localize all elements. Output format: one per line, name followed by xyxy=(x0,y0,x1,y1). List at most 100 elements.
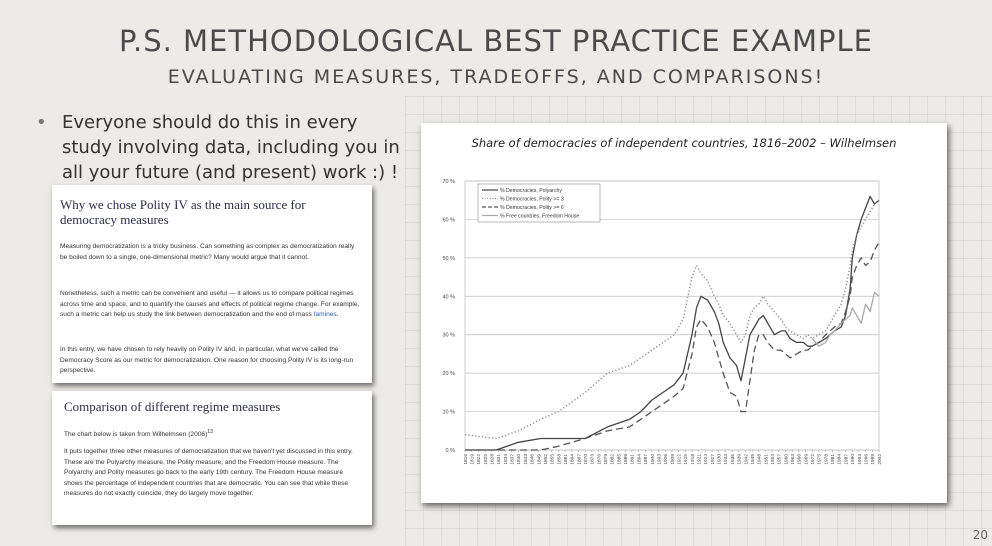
x-tick-label: 1846 xyxy=(530,454,536,465)
series-line xyxy=(465,195,880,451)
x-tick-label: 1933 xyxy=(723,454,729,465)
x-tick-label: 1990 xyxy=(850,454,856,465)
card-heading: Comparison of different regime measures xyxy=(64,399,281,414)
card-heading: Why we chose Polity IV as the main sourc… xyxy=(60,197,306,227)
x-tick-label: 2002 xyxy=(877,454,883,465)
x-tick-label: 1972 xyxy=(810,454,816,465)
x-tick-label: 1966 xyxy=(797,454,803,465)
democracy-share-chart: 0 %10 %20 %30 %40 %50 %60 %70 %1816 1819 1… xyxy=(442,179,883,465)
x-tick-label: 1822 xyxy=(476,454,482,465)
x-tick-label: 1906 xyxy=(663,454,669,465)
x-tick-label: 1852 xyxy=(543,454,549,465)
legend-box xyxy=(477,183,601,223)
polity-rationale-card: Why we chose Polity IV as the main sourc… xyxy=(52,185,372,383)
legend-label: % Democracies, Polyarchy xyxy=(500,188,562,194)
paragraph-text: . xyxy=(336,311,339,318)
x-tick-label: 1870 xyxy=(583,454,589,465)
bullet-text: Everyone should do this in every study i… xyxy=(62,112,400,183)
x-tick-label: 1897 xyxy=(643,454,649,465)
x-tick-label: 1915 xyxy=(683,454,689,465)
x-tick-label: 1882 xyxy=(610,454,616,465)
slide-title: P.S. METHODOLOGICAL BEST PRACTICE EXAMPL… xyxy=(119,24,873,58)
card-paragraph: Measuring democratization is a tricky bu… xyxy=(60,243,355,261)
y-tick-label: 70 % xyxy=(442,179,455,185)
x-tick-label: 1978 xyxy=(823,454,829,465)
x-tick-label: 1993 xyxy=(857,454,863,465)
x-tick-label: 1921 xyxy=(697,454,703,465)
x-tick-label: 1912 xyxy=(676,454,682,465)
card-paragraph: Nonetheless, such a metric can be conven… xyxy=(60,289,366,321)
famines-link[interactable]: famines xyxy=(313,311,337,318)
x-tick-label: 1996 xyxy=(863,454,869,465)
card-paragraph: The chart below is taken from Wilhelmsen… xyxy=(64,427,364,441)
series-line xyxy=(811,291,880,347)
x-tick-label: 1963 xyxy=(790,454,796,465)
footnote-link[interactable]: 13 xyxy=(207,429,213,435)
x-tick-label: 1957 xyxy=(777,454,783,465)
y-tick-label: 30 % xyxy=(442,333,455,339)
y-tick-label: 40 % xyxy=(442,294,455,300)
x-tick-label: 1927 xyxy=(710,454,716,465)
x-tick-label: 1954 xyxy=(770,454,776,465)
chart-frame: Share of democracies of independent coun… xyxy=(421,123,947,503)
x-tick-label: 1843 xyxy=(523,454,529,465)
x-tick-label: 1819 xyxy=(469,454,475,465)
x-tick-label: 1825 xyxy=(483,454,489,465)
x-tick-label: 1873 xyxy=(590,454,596,465)
x-tick-label: 1885 xyxy=(616,454,622,465)
x-tick-label: 1840 xyxy=(516,454,522,465)
y-tick-label: 60 % xyxy=(442,217,455,223)
x-tick-label: 1981 xyxy=(830,454,836,465)
page-number: 20 xyxy=(972,528,988,542)
x-tick-label: 1867 xyxy=(576,454,582,465)
x-tick-label: 1864 xyxy=(570,454,576,465)
x-tick-label: 1909 xyxy=(670,454,676,465)
regime-comparison-card: Comparison of different regime measures … xyxy=(52,391,372,525)
x-tick-label: 1987 xyxy=(843,454,849,465)
legend-label: % Free countries, Freedom House xyxy=(500,214,579,220)
x-tick-label: 1936 xyxy=(730,454,736,465)
paragraph-text: The chart below is taken from Wilhelmsen… xyxy=(64,431,208,439)
chart-title: Share of democracies of independent coun… xyxy=(471,136,897,150)
x-tick-label: 1879 xyxy=(603,454,609,465)
series-line xyxy=(464,199,880,440)
x-tick-label: 1960 xyxy=(783,454,789,465)
x-tick-label: 1900 xyxy=(650,454,656,465)
x-tick-label: 1891 xyxy=(630,454,636,465)
x-tick-label: 1816 xyxy=(463,454,469,465)
card-paragraph: It puts together three other measures of… xyxy=(64,448,353,497)
x-tick-label: 1969 xyxy=(803,454,809,465)
series-line xyxy=(465,242,880,451)
x-tick-label: 1930 xyxy=(717,454,723,465)
x-tick-label: 1837 xyxy=(510,454,516,465)
x-tick-label: 1849 xyxy=(536,454,542,465)
x-tick-label: 1888 xyxy=(623,454,629,465)
slide-subtitle: EVALUATING MEASURES, TRADEOFFS, AND COMP… xyxy=(167,66,825,88)
x-tick-label: 1876 xyxy=(596,454,602,465)
x-tick-label: 1861 xyxy=(563,454,569,465)
x-tick-label: 1855 xyxy=(550,454,556,465)
y-tick-label: 0 % xyxy=(446,448,456,454)
x-tick-label: 1828 xyxy=(490,454,496,465)
x-tick-label: 1858 xyxy=(556,454,562,465)
x-tick-label: 1945 xyxy=(750,454,756,465)
x-tick-label: 1903 xyxy=(656,454,662,465)
x-tick-label: 1939 xyxy=(737,454,743,465)
x-tick-label: 1924 xyxy=(703,454,709,465)
card-paragraph: In this entry, we have chosen to rely he… xyxy=(60,346,354,374)
legend-label: % Democracies, Polity >= 6 xyxy=(500,205,564,211)
x-tick-label: 1942 xyxy=(743,454,749,465)
legend-label: % Democracies, Polity >= 3 xyxy=(500,197,564,203)
x-tick-label: 1834 xyxy=(503,454,509,465)
x-tick-label: 1948 xyxy=(757,454,763,465)
y-tick-label: 20 % xyxy=(442,371,455,377)
y-tick-label: 10 % xyxy=(442,410,455,416)
paragraph-text: Nonetheless, such a metric can be conven… xyxy=(60,290,360,318)
x-tick-label: 1984 xyxy=(837,454,843,465)
y-tick-label: 50 % xyxy=(442,256,455,262)
bullet-dot-icon: • xyxy=(36,112,47,133)
x-tick-label: 1999 xyxy=(870,454,876,465)
x-tick-label: 1918 xyxy=(690,454,696,465)
x-tick-label: 1951 xyxy=(763,454,769,465)
x-tick-label: 1894 xyxy=(636,454,642,465)
